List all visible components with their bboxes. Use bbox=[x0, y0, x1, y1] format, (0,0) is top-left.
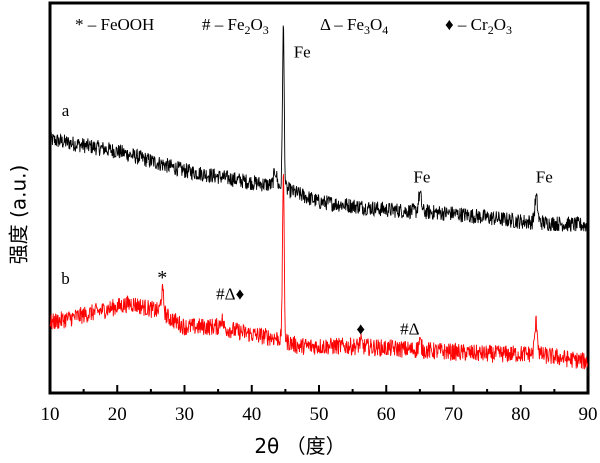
peak-annotation: Fe bbox=[294, 43, 311, 62]
series-line-a bbox=[49, 25, 589, 232]
x-tick-label: 80 bbox=[511, 404, 530, 425]
x-tick-label: 70 bbox=[444, 404, 463, 425]
peak-annotation: Fe bbox=[536, 167, 553, 186]
x-tick-label: 20 bbox=[108, 404, 127, 425]
x-tick-label: 10 bbox=[41, 404, 60, 425]
x-tick-label: 50 bbox=[310, 404, 329, 425]
peak-annotation: b bbox=[61, 269, 70, 288]
x-tick-label: 60 bbox=[377, 404, 396, 425]
x-tick-label: 40 bbox=[242, 404, 261, 425]
legend-entry: * – FeOOH bbox=[75, 15, 154, 34]
y-axis-label: 强度 (a.u.) bbox=[6, 164, 31, 265]
peak-annotation: a bbox=[62, 101, 70, 120]
legend-entry: ♦ – Cr2O3 bbox=[445, 15, 512, 37]
peak-annotation: #Δ♦ bbox=[216, 284, 244, 303]
legend-entry: Δ – Fe3O4 bbox=[320, 15, 388, 37]
peak-annotation: Fe bbox=[413, 167, 430, 186]
peak-annotation: ♦ bbox=[356, 320, 365, 339]
peak-annotation: * bbox=[157, 267, 167, 289]
legend-entry: # – Fe2O3 bbox=[202, 15, 269, 37]
x-tick-label: 30 bbox=[175, 404, 194, 425]
x-tick-label: 90 bbox=[579, 404, 598, 425]
x-axis-label: 2θ （度） bbox=[254, 434, 346, 458]
series-line-b bbox=[49, 173, 589, 370]
peak-annotation: #Δ bbox=[400, 320, 420, 339]
